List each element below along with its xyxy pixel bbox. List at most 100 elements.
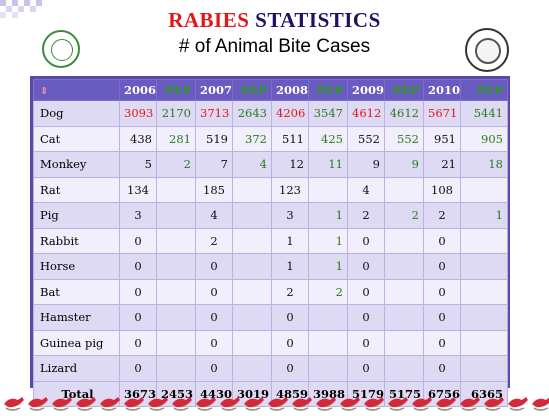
cases-cell: 0 bbox=[195, 278, 233, 305]
pep-cell bbox=[308, 304, 348, 331]
pep-cell: 2170 bbox=[156, 100, 196, 127]
column-header-year: 2006 bbox=[119, 79, 157, 101]
sort-icon: ⇕ bbox=[40, 86, 49, 97]
pep-cell bbox=[460, 355, 508, 382]
pep-cell: 1 bbox=[308, 227, 348, 254]
row-label: Lizard bbox=[33, 355, 120, 382]
dog-silhouette-icon bbox=[364, 397, 384, 411]
pep-cell bbox=[460, 329, 508, 356]
pep-cell bbox=[232, 304, 272, 331]
seal-icon bbox=[42, 30, 80, 68]
pep-cell: 281 bbox=[156, 125, 196, 152]
dog-silhouette-icon bbox=[460, 397, 480, 411]
cases-cell: 2 bbox=[423, 202, 461, 229]
table-row: Rabbit 0 2 1 1 0 0 bbox=[33, 227, 508, 254]
dog-silhouette-icon bbox=[268, 397, 288, 411]
pep-cell bbox=[156, 329, 196, 356]
pep-cell bbox=[308, 176, 348, 203]
cases-cell: 552 bbox=[347, 125, 385, 152]
pep-cell: 425 bbox=[308, 125, 348, 152]
cases-cell: 951 bbox=[423, 125, 461, 152]
total-label: Total bbox=[33, 380, 120, 407]
pep-cell: 9 bbox=[384, 151, 424, 178]
table-row: Lizard 0 0 0 0 0 bbox=[33, 355, 508, 382]
dog-silhouette-icon bbox=[316, 397, 336, 411]
dog-silhouette-icon bbox=[244, 397, 264, 411]
dog-silhouette-icon bbox=[220, 397, 240, 411]
dog-silhouette-icon bbox=[124, 397, 144, 411]
cases-cell: 12 bbox=[271, 151, 309, 178]
pep-cell bbox=[308, 329, 348, 356]
pep-cell: 4612 bbox=[384, 100, 424, 127]
table-row: Bat 0 0 2 2 0 0 bbox=[33, 278, 508, 305]
pep-cell: 4 bbox=[232, 151, 272, 178]
dog-silhouette-icon bbox=[4, 397, 24, 411]
table-header-row: ⇕ 2006 PEP 2007 PEP 2008 PEP 2009 PEP 2010 PEP bbox=[33, 79, 508, 101]
pep-cell bbox=[232, 227, 272, 254]
pep-cell bbox=[384, 176, 424, 203]
cases-cell: 0 bbox=[119, 227, 157, 254]
cases-cell: 108 bbox=[423, 176, 461, 203]
column-header-year: 2010 bbox=[423, 79, 461, 101]
pep-cell: 2643 bbox=[232, 100, 272, 127]
pep-cell: 1 bbox=[308, 253, 348, 280]
pep-cell bbox=[156, 304, 196, 331]
pep-cell: 1 bbox=[460, 202, 508, 229]
row-label: Horse bbox=[33, 253, 120, 280]
dog-silhouette-icon bbox=[28, 397, 48, 411]
column-header-year: 2007 bbox=[195, 79, 233, 101]
pep-cell: 5441 bbox=[460, 100, 508, 127]
pep-cell bbox=[156, 176, 196, 203]
table-body: ⇕ 2006 PEP 2007 PEP 2008 PEP 2009 PEP 2010 PEP Dog 3… bbox=[33, 79, 508, 407]
row-label: Monkey bbox=[33, 151, 120, 178]
pep-cell bbox=[156, 278, 196, 305]
pep-cell: 2 bbox=[156, 151, 196, 178]
cases-cell: 0 bbox=[271, 355, 309, 382]
title-rabies: RABIES bbox=[168, 8, 250, 32]
dog-silhouette-icon bbox=[388, 397, 408, 411]
pep-cell: 18 bbox=[460, 151, 508, 178]
pep-cell bbox=[460, 227, 508, 254]
cases-cell: 185 bbox=[195, 176, 233, 203]
dog-silhouette-icon bbox=[148, 397, 168, 411]
cases-cell: 2 bbox=[271, 278, 309, 305]
row-label: Pig bbox=[33, 202, 120, 229]
cases-cell: 4206 bbox=[271, 100, 309, 127]
column-header-pep: PEP bbox=[384, 79, 424, 101]
cases-cell: 2 bbox=[347, 202, 385, 229]
cases-cell: 0 bbox=[423, 278, 461, 305]
page-subtitle: # of Animal Bite Cases bbox=[178, 36, 371, 57]
dog-silhouette-icon bbox=[76, 397, 96, 411]
pep-cell: 3547 bbox=[308, 100, 348, 127]
cases-cell: 0 bbox=[423, 329, 461, 356]
cases-cell: 4612 bbox=[347, 100, 385, 127]
row-label: Rabbit bbox=[33, 227, 120, 254]
pep-cell bbox=[460, 253, 508, 280]
table-row: Rat 134 185 123 4 108 bbox=[33, 176, 508, 203]
cases-cell: 134 bbox=[119, 176, 157, 203]
pep-cell bbox=[460, 278, 508, 305]
pep-cell bbox=[156, 253, 196, 280]
cases-cell: 0 bbox=[423, 355, 461, 382]
statistics-table-frame: ⇕ 2006 PEP 2007 PEP 2008 PEP 2009 PEP 2010 PEP Dog 3… bbox=[30, 76, 510, 407]
row-label: Bat bbox=[33, 278, 120, 305]
pep-cell bbox=[156, 355, 196, 382]
row-label: Hamster bbox=[33, 304, 120, 331]
cases-cell: 0 bbox=[195, 253, 233, 280]
cases-cell: 4 bbox=[347, 176, 385, 203]
pep-cell bbox=[384, 253, 424, 280]
table-row: Pig 3 4 3 1 2 2 2 1 bbox=[33, 202, 508, 229]
footer-decoration bbox=[4, 397, 549, 411]
cases-cell: 511 bbox=[271, 125, 309, 152]
pep-cell bbox=[156, 227, 196, 254]
page-title: RABIES STATISTICS bbox=[0, 8, 549, 33]
cases-cell: 0 bbox=[195, 329, 233, 356]
pep-cell bbox=[460, 176, 508, 203]
row-label: Dog bbox=[33, 100, 120, 127]
pep-cell bbox=[232, 355, 272, 382]
cases-cell: 21 bbox=[423, 151, 461, 178]
cases-cell: 0 bbox=[423, 227, 461, 254]
column-header-pep: PEP bbox=[460, 79, 508, 101]
cases-cell: 3 bbox=[271, 202, 309, 229]
pep-cell: 552 bbox=[384, 125, 424, 152]
